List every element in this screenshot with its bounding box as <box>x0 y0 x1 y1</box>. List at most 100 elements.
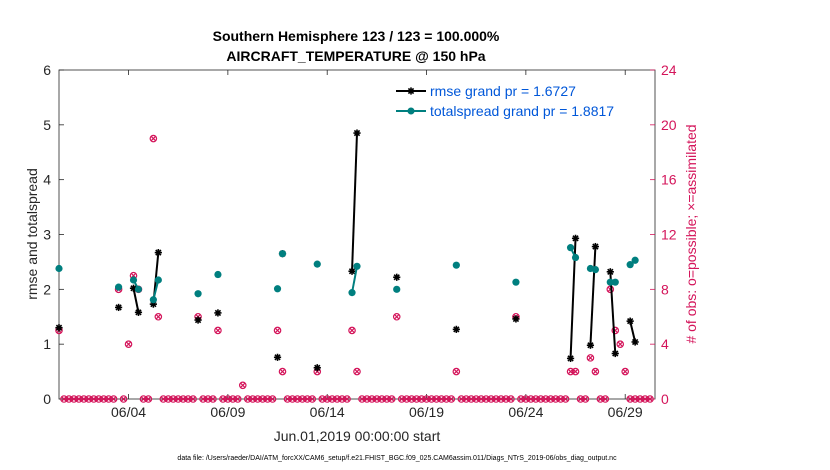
chart-title-line1: Southern Hemisphere 123 / 123 = 100.000% <box>213 28 500 44</box>
legend-rmse-label: rmse grand pr = 1.6727 <box>430 83 576 99</box>
x-tick-label: 06/14 <box>310 404 345 420</box>
y-axis-right-label: # of obs: o=possible; ×=assimilated <box>683 124 699 343</box>
rmse-point <box>214 309 222 317</box>
rmse-point <box>626 317 634 325</box>
rmse-point <box>115 303 123 312</box>
y-tick-label: 3 <box>43 227 51 243</box>
legend: rmse grand pr = 1.6727 totalspread grand… <box>396 83 614 119</box>
y-tick-label: 2 <box>43 281 51 297</box>
totalspread-point <box>566 244 575 252</box>
rmse-point <box>348 267 356 275</box>
y-right-tick-label: 16 <box>661 172 677 188</box>
series-layer <box>55 129 639 372</box>
obs-count-point <box>209 395 217 403</box>
totalspread-point <box>393 285 401 293</box>
totalspread-point <box>626 261 634 269</box>
obs-count-point <box>273 326 282 335</box>
y-tick-label: 1 <box>43 336 51 352</box>
y-tick-label: 6 <box>43 62 51 78</box>
rmse-point <box>512 315 520 323</box>
obs-count-point <box>149 134 158 143</box>
y-axis-label: rmse and totalspread <box>24 168 40 300</box>
x-axis-ticks: 06/04 06/09 06/14 06/19 06/24 06/29 <box>111 70 643 420</box>
y-right-tick-label: 20 <box>661 117 677 133</box>
obs-count-point <box>586 354 595 362</box>
totalspread-point <box>591 265 600 274</box>
obs-count-point <box>268 395 277 403</box>
y-axis-right-ticks: 0 4 8 12 16 20 24 <box>650 62 677 407</box>
rmse-point <box>313 364 321 372</box>
totalspread-point <box>273 285 282 293</box>
obs-count-point <box>621 367 630 376</box>
totalspread-point <box>129 276 138 284</box>
obs-count-point <box>238 381 247 390</box>
obs-count-point <box>387 395 396 403</box>
x-tick-label: 06/24 <box>508 404 543 420</box>
obs-count-point <box>189 395 197 403</box>
chart-title-line2: AIRCRAFT_TEMPERATURE @ 150 hPa <box>226 48 485 64</box>
rmse-point <box>55 324 63 332</box>
x-tick-label: 06/29 <box>608 404 643 420</box>
rmse-point <box>273 353 282 361</box>
rmse-point <box>586 341 595 349</box>
obs-count-point <box>571 367 580 376</box>
rmse-point <box>194 316 202 324</box>
legend-totalspread-label: totalspread grand pr = 1.8817 <box>430 103 614 119</box>
rmse-point <box>606 268 614 276</box>
obs-count-point <box>591 367 600 376</box>
rmse-point <box>393 273 401 281</box>
y-tick-label: 0 <box>43 391 51 407</box>
totalspread-point <box>611 278 619 286</box>
rmse-point <box>566 354 575 363</box>
obs-count-point <box>447 395 456 403</box>
obs-count-point <box>109 395 118 403</box>
rmse-point <box>631 338 639 346</box>
rmse-point <box>452 325 460 333</box>
series-totalspread <box>55 244 639 304</box>
series-line <box>629 320 637 343</box>
totalspread-point <box>631 256 639 264</box>
x-tick-label: 06/09 <box>210 404 245 420</box>
y-right-tick-label: 4 <box>661 336 669 352</box>
rmse-point <box>154 248 162 257</box>
obs-count-point <box>214 326 222 335</box>
series-line <box>132 288 140 313</box>
obs-count-point <box>353 367 361 376</box>
obs-count-point <box>234 395 242 403</box>
rmse-point <box>611 349 619 358</box>
rmse-point <box>134 308 143 316</box>
totalspread-point <box>115 283 123 291</box>
series-line <box>351 133 358 272</box>
plot-area <box>58 69 656 400</box>
x-tick-label: 06/04 <box>111 404 146 420</box>
obs-count-point <box>561 395 570 403</box>
rmse-point <box>591 242 599 251</box>
y-tick-label: 4 <box>43 172 51 188</box>
obs-count-point <box>581 395 590 403</box>
series-line <box>351 266 358 293</box>
footer-data-file: data file: /Users/raeder/DAI/ATM_forcXX/… <box>177 455 617 462</box>
obs-count-point <box>154 312 163 321</box>
totalspread-point <box>452 261 460 269</box>
obs-count-point <box>124 340 133 348</box>
rmse-point <box>353 129 361 137</box>
y-right-tick-label: 24 <box>661 62 677 78</box>
obs-count-point <box>616 340 625 348</box>
totalspread-point <box>194 290 202 298</box>
totalspread-point <box>154 276 162 284</box>
obs-count-point <box>507 395 515 403</box>
x-tick-label: 06/19 <box>409 404 444 420</box>
totalspread-point <box>55 264 63 273</box>
legend-star <box>407 87 415 95</box>
y-right-tick-label: 8 <box>661 281 669 297</box>
totalspread-point <box>278 250 287 258</box>
totalspread-point <box>149 296 157 304</box>
obs-count-point <box>601 395 610 403</box>
y-tick-label: 5 <box>43 117 51 133</box>
y-right-tick-label: 12 <box>661 227 677 243</box>
totalspread-point <box>571 253 580 262</box>
legend-rmse-marker <box>407 87 415 95</box>
obs-count-point <box>343 395 351 403</box>
obs-count-point <box>144 395 153 403</box>
